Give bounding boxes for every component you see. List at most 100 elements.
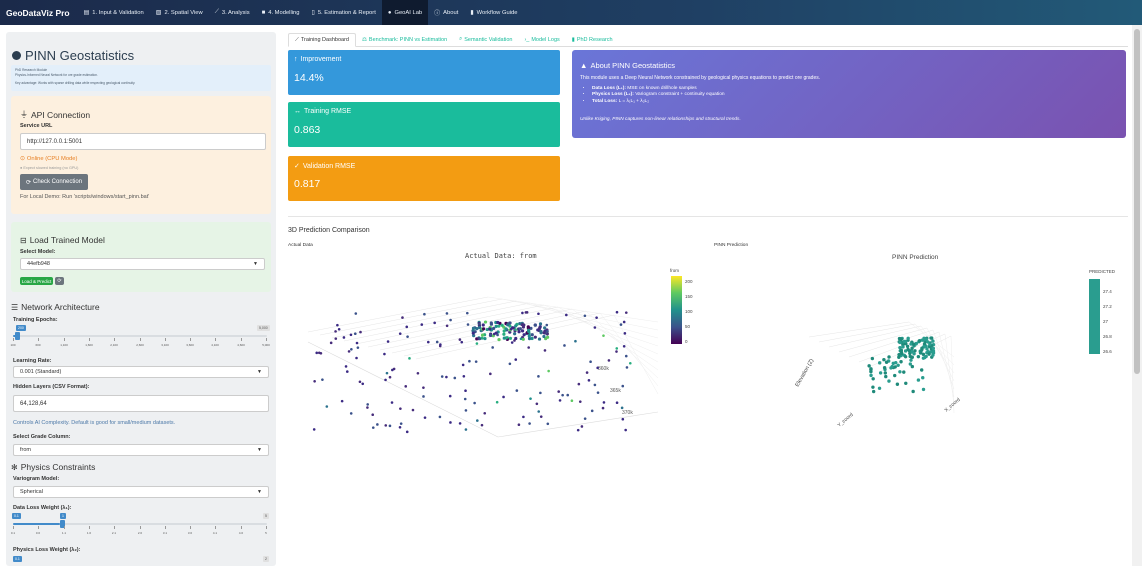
data-point <box>398 425 402 429</box>
slider-tick-label: 3,600 <box>186 343 194 347</box>
check-connection-button[interactable]: ⟳ Check Connection <box>20 174 88 190</box>
data-point <box>483 320 488 324</box>
actual-data-3d-plot[interactable]: 360k 365k 370k <box>288 262 700 462</box>
data-point <box>563 344 566 347</box>
data-point <box>527 337 532 341</box>
prediction-point <box>919 368 924 372</box>
data-point <box>464 389 467 393</box>
slider-tick <box>114 526 115 529</box>
network-architecture-heading: ☰ Network Architecture <box>11 302 100 312</box>
slider-tick-label: 1.1 <box>61 531 67 535</box>
colorbar-tick-label: 100 <box>685 309 693 314</box>
tab-benchmark[interactable]: ⚖ Benchmark: PINN vs Estimation <box>361 36 448 43</box>
slider-tick-label: 1,100 <box>60 343 68 347</box>
nav-analysis[interactable]: ⟋ 3. Analysis <box>214 9 250 16</box>
slider-tick-label: 3,100 <box>161 343 169 347</box>
grid-line <box>599 312 659 387</box>
epochs-slider-track[interactable] <box>13 335 267 337</box>
data-point <box>546 422 550 426</box>
data-point <box>522 333 526 337</box>
data-point <box>558 399 562 402</box>
variogram-select[interactable]: Spherical ▼ <box>13 486 269 498</box>
data-point <box>542 331 546 335</box>
app-brand[interactable]: GeoDataViz Pro <box>6 7 70 18</box>
prediction-point <box>896 363 900 367</box>
pinn-plot-title: PINN Prediction <box>892 254 939 261</box>
data-point <box>565 313 568 317</box>
nav-geoai-lab[interactable]: ● GeoAI Lab <box>381 0 429 25</box>
prediction-point <box>893 373 897 378</box>
scrollbar-thumb[interactable] <box>1134 29 1140 374</box>
pinn-prediction-3d-plot[interactable]: Elevation (Z) Y_coord X_coord <box>714 262 1084 462</box>
prediction-point <box>920 338 924 342</box>
variogram-label: Variogram Model: <box>13 476 60 482</box>
select-model-dropdown[interactable]: 44efb948 ▼ <box>20 258 265 270</box>
slider-tick-label: 0.6 <box>35 531 41 535</box>
data-point <box>615 310 619 314</box>
data-weight-slider-track[interactable] <box>13 523 267 525</box>
data-point <box>492 326 496 330</box>
nav-estimation-report[interactable]: ▯ 5. Estimation & Report <box>311 9 376 17</box>
api-status: ⊙ Online (CPU Mode) <box>20 156 78 162</box>
nav-spatial-view[interactable]: ▧ 2. Spatial View <box>155 9 203 17</box>
tab-semantic-validation[interactable]: ⌕ Semantic Validation <box>459 36 513 43</box>
data-point <box>521 311 524 315</box>
nav-modelling[interactable]: ■ 4. Modelling <box>261 9 300 16</box>
prediction-point <box>917 339 922 343</box>
card-value: 14.4% <box>294 72 324 84</box>
epochs-slider-handle[interactable] <box>15 332 20 340</box>
about-intro: This module uses a Deep Neural Network c… <box>580 75 821 81</box>
slider-tick-label: 3.6 <box>187 531 193 535</box>
caret-down-icon: ▼ <box>257 447 262 453</box>
tab-phd-research[interactable]: ▮ PhD Research <box>571 36 613 43</box>
nav-input-validation[interactable]: ▤ 1. Input & Validation <box>83 9 144 17</box>
data-point <box>546 329 549 333</box>
data-point <box>405 430 409 434</box>
colorbar-tick-label: 26.6 <box>1103 349 1112 354</box>
book-icon: ▮ <box>571 36 575 43</box>
tab-training-dashboard[interactable]: ⟋ Training Dashboard <box>288 33 356 47</box>
grid-line <box>944 333 955 406</box>
data-point <box>514 358 518 361</box>
data-point <box>347 350 351 353</box>
data-point <box>539 415 543 418</box>
prediction-point <box>871 389 876 394</box>
data-point <box>440 375 444 378</box>
data-weight-slider-handle[interactable] <box>60 520 65 528</box>
prediction-point <box>878 371 883 375</box>
data-point <box>583 417 587 420</box>
info-line: Key advantage: Works with sparse drillin… <box>15 81 136 85</box>
grade-column-select[interactable]: from ▼ <box>13 444 269 456</box>
grid-line <box>319 298 503 336</box>
actual-plot-title: Actual Data: from <box>465 252 537 260</box>
colorbar-tick-label: 200 <box>685 279 693 284</box>
slider-tick <box>64 526 65 529</box>
data-point <box>590 409 594 413</box>
epochs-slider-ticks: 100 600 1,100 1,600 2,100 2,600 3,100 3,600 4,10… <box>10 338 270 347</box>
load-predict-button[interactable]: Load & Predict <box>20 277 53 285</box>
data-point <box>399 422 403 425</box>
data-point <box>602 401 606 404</box>
colorbar-tick-label: 27.4 <box>1103 289 1112 294</box>
data-point <box>495 400 499 404</box>
sidebar-title: PINN Geostatistics <box>12 48 134 63</box>
prediction-point <box>924 337 928 341</box>
page-scrollbar[interactable] <box>1132 25 1142 566</box>
arrow-up-icon: ↑ <box>294 56 298 63</box>
data-point <box>561 393 564 397</box>
data-point <box>508 362 512 366</box>
nav-about[interactable]: ⓘ About <box>434 9 459 18</box>
prediction-point <box>891 361 895 366</box>
prediction-point <box>903 339 908 344</box>
grid-line <box>828 325 922 348</box>
data-point <box>566 393 570 397</box>
nav-workflow-guide[interactable]: ▮ Workflow Guide <box>470 9 518 17</box>
refresh-models-button[interactable]: ⟳ <box>55 277 64 285</box>
hidden-layers-input[interactable]: 64,128,64 <box>13 395 269 412</box>
data-point <box>621 384 625 388</box>
service-url-input[interactable]: http://127.0.0.1:5001 <box>20 133 266 150</box>
data-point <box>576 428 580 432</box>
load-model-box: ⊟ Load Trained Model Select Model: 44efb9… <box>11 222 271 292</box>
tab-model-logs[interactable]: ›_ Model Logs <box>524 36 560 43</box>
learning-rate-select[interactable]: 0.001 (Standard) ▼ <box>13 366 269 378</box>
